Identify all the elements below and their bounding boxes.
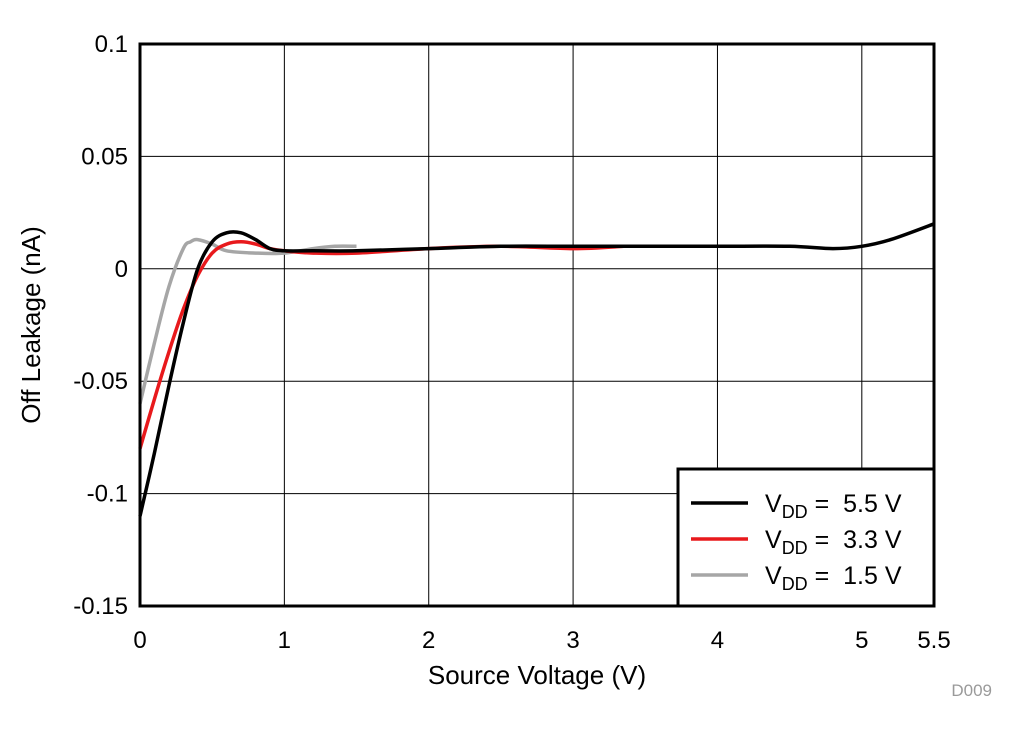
legend-label-subscript: DD — [782, 574, 808, 594]
x-tick-label: 1 — [278, 627, 291, 654]
x-tick-label: 3 — [566, 627, 579, 654]
legend-entry-2: VDD = 3.3 V — [765, 526, 902, 558]
legend-entry-3: VDD = 1.5 V — [765, 562, 902, 594]
x-tick-label: 0 — [133, 627, 146, 654]
x-tick-labels: 0 1 2 3 4 5 5.5 — [133, 627, 950, 654]
x-tick-label: 4 — [711, 627, 724, 654]
legend-label-main: V — [765, 562, 782, 590]
x-axis-title: Source Voltage (V) — [428, 660, 646, 690]
series-lines — [138, 222, 935, 517]
legend-label-subscript: DD — [782, 538, 808, 558]
y-tick-label: -0.1 — [87, 481, 128, 508]
y-tick-label: 0.05 — [81, 143, 128, 170]
y-tick-label: -0.15 — [73, 593, 128, 620]
legend-label-subscript: DD — [782, 502, 808, 522]
y-tick-label: 0.1 — [95, 31, 128, 58]
x-tick-label: 5 — [855, 627, 868, 654]
x-tick-label: 2 — [422, 627, 435, 654]
x-tick-label: 5.5 — [917, 627, 950, 654]
y-tick-label: -0.05 — [73, 368, 128, 395]
series-line-1 — [138, 222, 935, 517]
legend-entry-1: VDD = 5.5 V — [765, 490, 902, 522]
plot-frame — [138, 42, 936, 608]
y-tick-label: 0 — [115, 256, 128, 283]
legend-label-main: V — [765, 526, 782, 554]
legend-label-main: V — [765, 490, 782, 518]
legend-label-value: = 3.3 V — [808, 526, 902, 554]
series-line-3 — [138, 237, 357, 405]
y-axis-title: Off Leakage (nA) — [16, 226, 46, 424]
figure-id-label: D009 — [951, 681, 992, 700]
legend-label-value: = 1.5 V — [808, 562, 902, 590]
series-line-2 — [138, 240, 624, 450]
legend-label-value: = 5.5 V — [808, 490, 902, 518]
y-tick-labels: 0.1 0.05 0 -0.05 -0.1 -0.15 — [73, 31, 128, 620]
